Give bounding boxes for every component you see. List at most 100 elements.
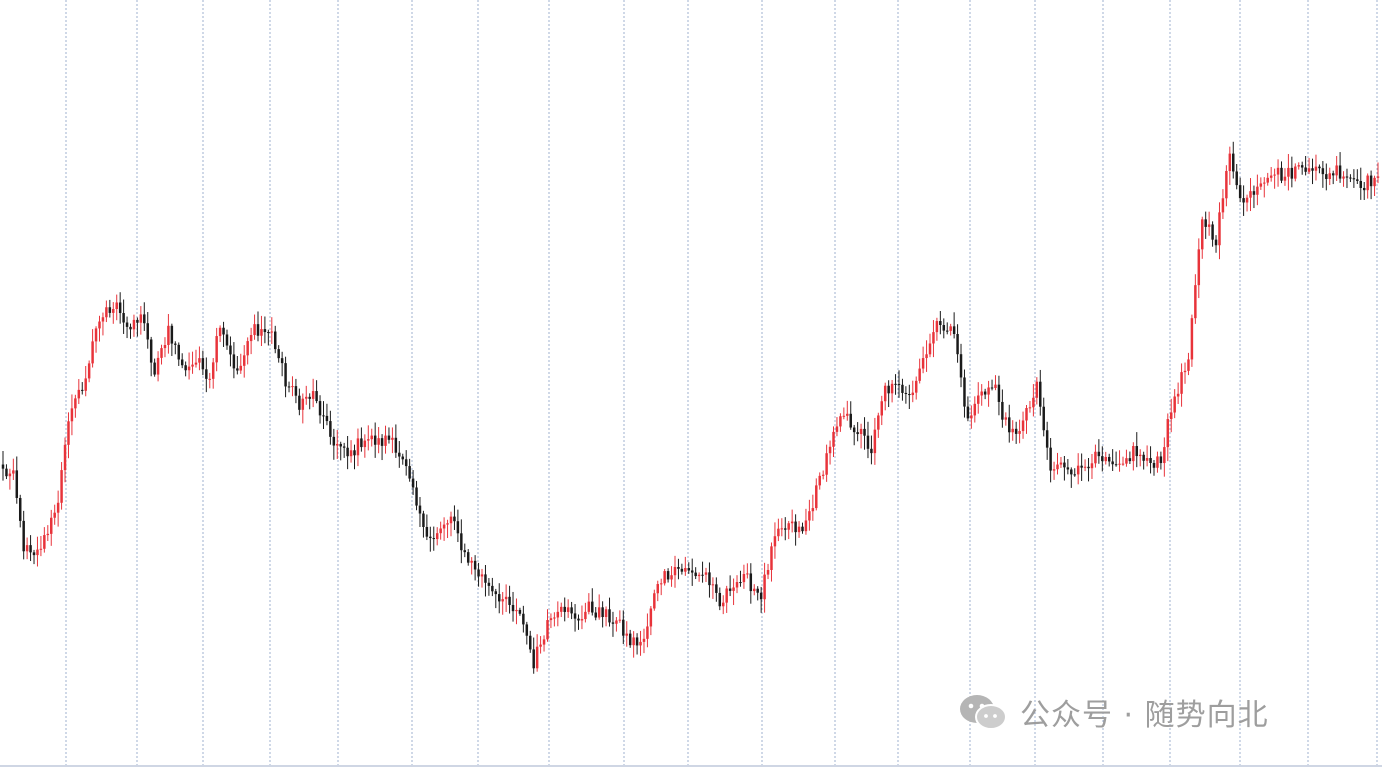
candle	[180, 353, 184, 369]
candle	[639, 630, 642, 656]
candle-body	[1163, 447, 1166, 464]
candle-body	[36, 549, 39, 556]
candle-body	[81, 389, 84, 391]
candle	[236, 355, 239, 375]
candle-body	[566, 607, 570, 612]
candle-body	[256, 324, 260, 336]
candle-body	[218, 327, 222, 337]
candle-body	[1362, 187, 1366, 191]
candle-body	[687, 568, 691, 571]
candle-body	[225, 334, 229, 346]
candle	[1063, 455, 1066, 481]
candle-body	[442, 524, 446, 529]
candle-body	[759, 592, 763, 600]
candle-body	[1356, 179, 1359, 181]
candle	[725, 585, 728, 613]
candle-body	[932, 332, 935, 344]
candle-body	[556, 611, 560, 618]
candle	[87, 360, 91, 383]
candle	[184, 361, 187, 377]
candle	[749, 563, 753, 604]
candle	[380, 434, 384, 461]
candle	[680, 563, 684, 575]
candle-body	[525, 624, 529, 636]
candle	[522, 605, 525, 633]
candle	[270, 317, 274, 344]
candle	[1128, 451, 1132, 464]
candle-body	[935, 321, 939, 333]
candle-body	[925, 354, 928, 359]
candle	[1094, 444, 1097, 468]
candle	[1352, 169, 1356, 188]
candle	[666, 568, 670, 583]
candle	[43, 527, 46, 553]
candle	[1345, 168, 1349, 189]
candle	[363, 434, 367, 458]
candle	[308, 393, 311, 410]
candle-body	[780, 528, 784, 530]
candle	[863, 417, 866, 450]
candle-body	[756, 588, 759, 593]
candle-body	[539, 644, 542, 647]
candle	[284, 356, 287, 398]
candle	[1356, 169, 1359, 184]
candle-body	[1121, 463, 1125, 465]
candle	[1287, 154, 1290, 191]
candle-body	[1011, 428, 1014, 433]
candle	[997, 375, 1001, 416]
candle-body	[904, 392, 908, 395]
candle	[818, 472, 821, 490]
candle	[387, 427, 391, 444]
candle	[625, 621, 628, 647]
candle	[325, 403, 329, 426]
candle	[143, 302, 146, 331]
candle-body	[818, 475, 821, 486]
candle	[777, 518, 780, 542]
candle	[935, 317, 939, 341]
candle-body	[1242, 198, 1245, 203]
candle	[370, 428, 373, 447]
candle	[956, 324, 959, 363]
candle-body	[32, 552, 36, 556]
candle	[477, 562, 480, 587]
candle-body	[777, 528, 780, 537]
candle-body	[201, 358, 205, 370]
candle	[146, 312, 149, 349]
candle-body	[821, 474, 825, 476]
candle	[1056, 452, 1059, 475]
candle	[153, 358, 156, 377]
candle	[1190, 314, 1194, 367]
candle-body	[1190, 318, 1194, 360]
candle	[897, 370, 901, 398]
candle	[177, 342, 180, 366]
candle	[201, 350, 205, 376]
candle	[1214, 235, 1218, 253]
candle-body	[973, 403, 977, 416]
candle-body	[1221, 198, 1225, 213]
candle	[894, 374, 897, 395]
candle	[239, 353, 243, 374]
candle-body	[291, 386, 294, 388]
candle-body	[1345, 176, 1349, 178]
candle	[980, 384, 983, 406]
candle-body	[1087, 466, 1090, 469]
candle	[1366, 173, 1369, 199]
candle	[1045, 421, 1049, 460]
candle-body	[1159, 456, 1163, 464]
candle-body	[1328, 173, 1331, 179]
candles	[1, 141, 1380, 674]
candle	[494, 588, 498, 609]
candle-body	[294, 386, 298, 396]
candle-body	[945, 330, 949, 332]
candle	[1021, 411, 1025, 439]
candle	[101, 312, 105, 336]
candle	[70, 394, 74, 436]
candle-body	[628, 633, 632, 646]
candle	[977, 382, 980, 414]
candle	[1087, 458, 1090, 482]
candle	[274, 325, 277, 354]
candle	[942, 318, 946, 339]
candle	[849, 401, 852, 430]
